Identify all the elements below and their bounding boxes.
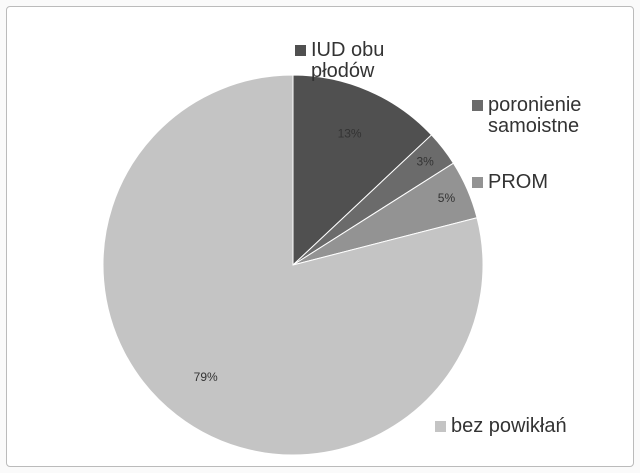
legend-label: IUD obu płodów	[311, 39, 385, 82]
pie-slice	[292, 74, 433, 267]
legend-item: PROM	[472, 172, 548, 193]
data-label: 3%	[416, 155, 434, 169]
pie-slice	[102, 74, 484, 456]
data-label: 13%	[338, 126, 362, 140]
legend-item: bez powikłań	[435, 416, 567, 437]
legend-item: IUD obu płodów	[295, 40, 441, 82]
legend-item: poronienie samoistne	[472, 95, 618, 137]
legend-label: poronienie samoistne	[488, 94, 582, 137]
data-label: 5%	[438, 191, 456, 205]
legend-swatch	[295, 45, 306, 56]
legend-swatch	[472, 100, 483, 111]
legend-label: PROM	[488, 171, 548, 193]
legend-swatch	[435, 421, 446, 432]
legend-swatch	[472, 177, 483, 188]
data-label: 79%	[194, 370, 218, 384]
legend-label: bez powikłań	[451, 415, 567, 437]
